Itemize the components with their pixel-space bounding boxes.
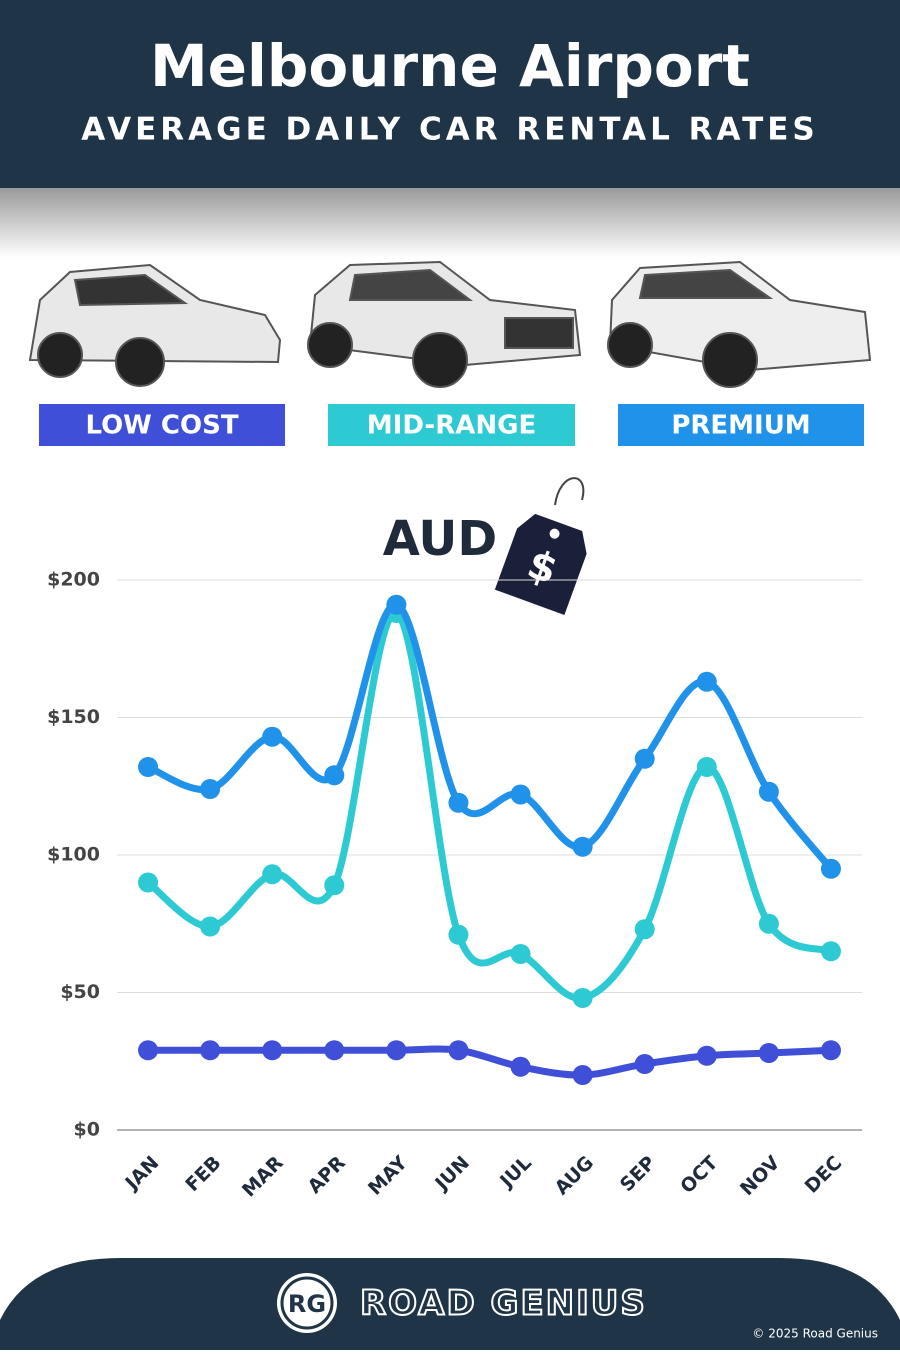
x-tick-label: JAN [120, 1152, 164, 1196]
header [0, 0, 900, 188]
logo-circle [277, 1273, 337, 1333]
data-point [448, 924, 469, 945]
data-point [510, 1056, 531, 1077]
header-shadow [0, 188, 900, 258]
data-point [324, 765, 345, 786]
data-point [758, 913, 779, 934]
unit-label: AUD [383, 511, 498, 567]
car-mid-range [307, 260, 582, 388]
legend-label: PREMIUM [671, 411, 810, 441]
car-low-cost [28, 263, 282, 387]
legend: LOW COST MID-RANGE PREMIUM [39, 404, 864, 446]
brand: ROAD GENIUS [360, 1284, 647, 1324]
data-point [386, 1040, 407, 1061]
data-point [820, 858, 841, 879]
data-point [758, 781, 779, 802]
data-point [634, 919, 655, 940]
data-point [696, 1045, 717, 1066]
data-point [386, 594, 407, 615]
data-point [324, 875, 345, 896]
data-point [820, 941, 841, 962]
data-point [696, 757, 717, 777]
series-line [144, 1045, 835, 1079]
x-tick-label: FEB [181, 1152, 225, 1196]
data-point [138, 872, 159, 893]
legend-swatch [39, 404, 285, 446]
data-point [696, 671, 717, 692]
data-point [572, 1065, 593, 1085]
price-tag: $ [494, 477, 587, 615]
data-point [138, 757, 159, 777]
x-tick-label: JUL [495, 1152, 536, 1193]
data-point [200, 916, 221, 937]
data-point [510, 784, 531, 805]
data-point [634, 1054, 655, 1074]
x-tick-label: OCT [676, 1152, 722, 1198]
data-point [200, 779, 221, 799]
x-tick-label: JUN [430, 1152, 474, 1196]
x-tick-label: AUG [551, 1152, 598, 1199]
series-line [144, 601, 835, 873]
copyright: © 2025 Road Genius [752, 1327, 878, 1341]
legend-label: MID-RANGE [367, 411, 536, 441]
logo: RG [288, 1290, 326, 1318]
y-tick-label: $50 [60, 981, 100, 1003]
x-tick-label: SEP [616, 1152, 660, 1196]
y-tick-label: $200 [47, 569, 100, 591]
y-tick-label: $0 [74, 1119, 100, 1141]
plot: $0 $50 $100 $150 $200 JAN FEB MAR APR MAY JUN JUL AU… [47, 569, 862, 1202]
y-tick-label: $100 [47, 844, 100, 866]
x-tick-label: MAR [238, 1152, 288, 1202]
legend-label: LOW COST [85, 411, 238, 441]
x-tick-label: NOV [736, 1152, 784, 1200]
data-point [448, 792, 469, 813]
x-tick-label: DEC [801, 1152, 847, 1198]
data-point [262, 726, 283, 747]
data-point [262, 864, 283, 885]
footer [0, 1258, 900, 1350]
y-tick-label: $150 [47, 706, 100, 728]
data-point [572, 836, 593, 857]
data-point [634, 748, 655, 769]
data-point [572, 988, 593, 1008]
x-tick-label: APR [304, 1152, 350, 1198]
data-point [448, 1040, 469, 1061]
data-point [324, 1040, 345, 1061]
legend-swatch [328, 404, 575, 446]
data-point [262, 1040, 283, 1061]
x-tick-label: MAY [364, 1152, 412, 1200]
data-point [200, 1040, 221, 1061]
car-premium [607, 260, 872, 388]
data-point [138, 1040, 159, 1061]
legend-swatch [618, 404, 864, 446]
data-point [820, 1040, 841, 1061]
data-point [510, 944, 531, 964]
title: Melbourne Airport [150, 32, 750, 100]
logo-ring [280, 1276, 334, 1330]
data-point [758, 1043, 779, 1063]
subtitle: AVERAGE DAILY CAR RENTAL RATES [81, 112, 819, 148]
